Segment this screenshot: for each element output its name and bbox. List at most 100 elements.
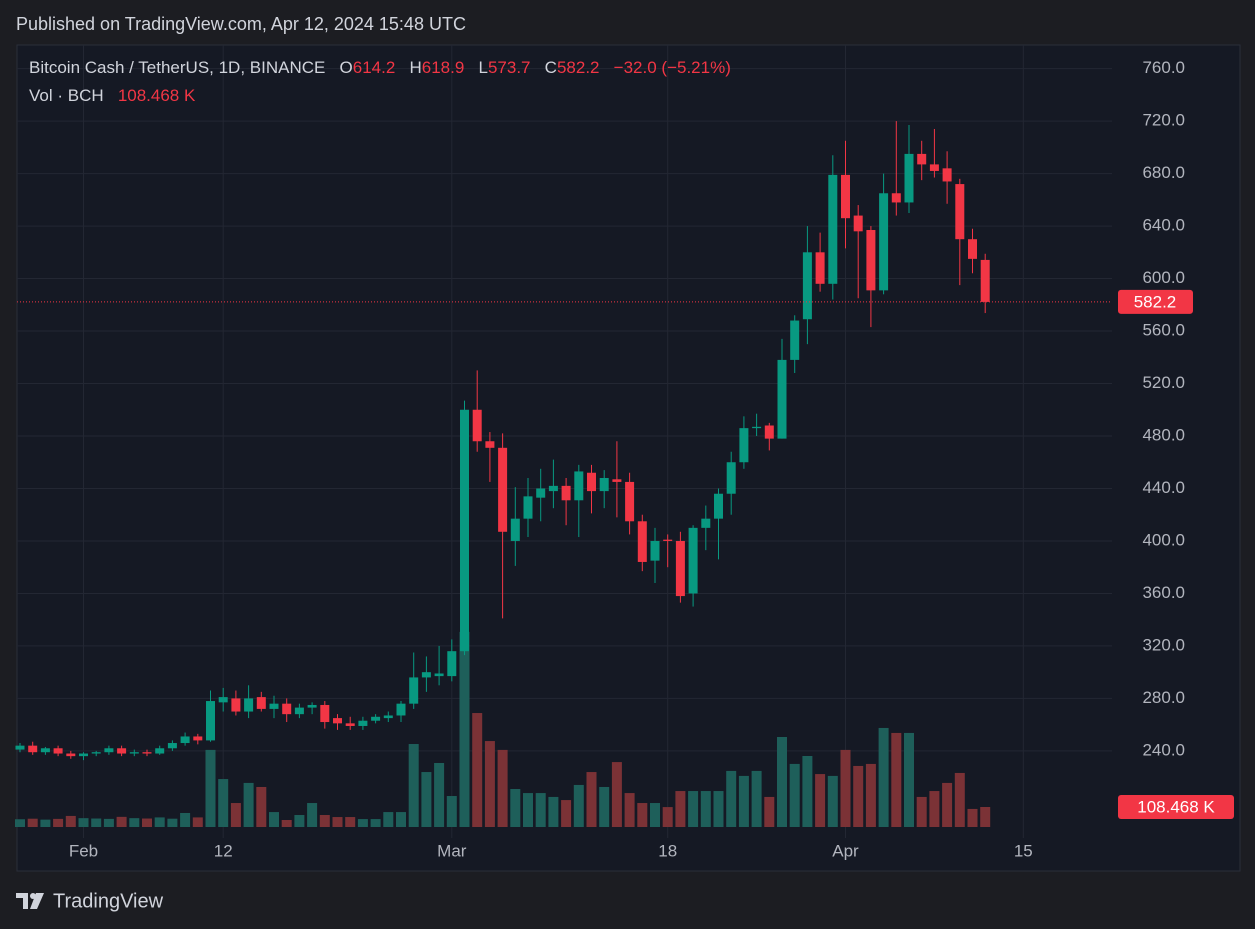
candle-body bbox=[28, 745, 38, 753]
volume-bar bbox=[929, 791, 940, 827]
candle-body bbox=[510, 518, 520, 541]
volume-bar bbox=[586, 772, 597, 827]
volume-bar bbox=[205, 749, 216, 827]
volume-bar bbox=[815, 774, 826, 827]
labels: 240.0 280.0 320.0 360.0 400.0 440.0 480.0 520.0… bbox=[69, 58, 1234, 860]
y-tick-label: 760.0 bbox=[1142, 58, 1185, 77]
volume-bar bbox=[142, 818, 152, 827]
volume-bar bbox=[573, 784, 584, 827]
grid bbox=[17, 45, 1112, 838]
candle-body bbox=[650, 540, 660, 561]
legend-change: −32.0 (−5.21%) bbox=[613, 58, 731, 77]
candle-body bbox=[472, 409, 482, 442]
chart-panel bbox=[16, 44, 1241, 872]
candle-body bbox=[409, 677, 419, 704]
x-tick-label: 15 bbox=[1014, 841, 1033, 860]
candle-body bbox=[904, 153, 914, 203]
candle-body bbox=[434, 673, 444, 677]
y-tick-label: 560.0 bbox=[1142, 321, 1185, 340]
candle-body bbox=[968, 239, 977, 259]
volume-bar bbox=[713, 791, 724, 827]
volume-bar bbox=[91, 818, 102, 827]
candle-body bbox=[701, 518, 711, 528]
volume-bar bbox=[459, 631, 470, 827]
volume-bar bbox=[396, 812, 406, 827]
x-tick-label: 12 bbox=[214, 841, 233, 860]
y-tick-label: 480.0 bbox=[1142, 425, 1185, 444]
candle-body bbox=[891, 193, 901, 203]
candle-body bbox=[536, 488, 546, 498]
candle-body bbox=[561, 485, 571, 501]
candle-body bbox=[345, 723, 355, 726]
volume-bar bbox=[802, 755, 813, 827]
volume-bar bbox=[243, 782, 254, 827]
candle-body bbox=[129, 752, 139, 754]
candle-body bbox=[714, 493, 723, 519]
volume-bar bbox=[942, 782, 953, 827]
volume-value: 108.468 K bbox=[117, 86, 196, 105]
candle-body bbox=[91, 752, 101, 754]
y-tick-label: 640.0 bbox=[1142, 216, 1185, 235]
y-tick-label: 440.0 bbox=[1142, 478, 1185, 497]
volume-bar bbox=[865, 763, 876, 827]
volume-bar bbox=[345, 817, 356, 827]
volume-bar bbox=[472, 713, 483, 827]
price-tag-label: 582.2 bbox=[1134, 292, 1177, 311]
candle-body bbox=[396, 703, 406, 716]
candle-body bbox=[447, 651, 457, 677]
candle-body bbox=[739, 428, 749, 463]
volume-bar bbox=[561, 800, 572, 827]
candle-body bbox=[752, 426, 762, 429]
volume-tag-label: 108.468 K bbox=[1137, 797, 1215, 816]
volume-bar bbox=[751, 770, 762, 827]
volume-bar bbox=[180, 812, 191, 827]
legend-letter: H bbox=[409, 58, 422, 77]
volume-bar bbox=[116, 816, 127, 827]
volume-bar bbox=[904, 732, 914, 827]
candle-body bbox=[320, 704, 330, 723]
candle-body bbox=[460, 409, 469, 652]
volume-bar bbox=[294, 815, 305, 827]
volume-bar bbox=[738, 775, 749, 827]
y-tick-label: 680.0 bbox=[1142, 163, 1185, 182]
candle-body bbox=[523, 496, 533, 519]
logo-mark bbox=[16, 893, 28, 909]
candle-body bbox=[485, 441, 495, 448]
candle-body bbox=[421, 672, 431, 678]
candle-body bbox=[104, 748, 114, 753]
candle-body bbox=[180, 736, 190, 744]
volume-bar bbox=[548, 796, 559, 827]
candle-body bbox=[790, 320, 800, 360]
x-tick-label: Mar bbox=[437, 841, 467, 860]
candle-body bbox=[193, 736, 203, 741]
volume-bar bbox=[307, 803, 318, 827]
candle-body bbox=[15, 745, 25, 750]
volume-bar bbox=[599, 786, 610, 827]
volume-bar bbox=[624, 793, 635, 827]
candle-body bbox=[764, 425, 774, 439]
volume-bar bbox=[535, 793, 546, 827]
volume-tag bbox=[1118, 794, 1234, 819]
legend-volume: Vol · BCH 108.468 K bbox=[29, 86, 195, 106]
candle-body bbox=[206, 701, 215, 741]
publisher-line: Published on TradingView.com, Apr 12, 20… bbox=[16, 14, 466, 34]
legend-letter: L bbox=[478, 58, 488, 77]
legend-close: 582.2 bbox=[556, 58, 600, 77]
volume-bar bbox=[650, 803, 660, 827]
candle-body bbox=[244, 698, 254, 712]
candle-body bbox=[574, 471, 584, 501]
volume-bar bbox=[230, 803, 241, 827]
volume-bar bbox=[408, 744, 419, 827]
candle-body bbox=[117, 748, 127, 754]
volume-bar bbox=[421, 772, 432, 827]
candle-body bbox=[269, 703, 279, 709]
volume-bar bbox=[954, 772, 965, 827]
volume-bar bbox=[510, 789, 521, 827]
candle-body bbox=[333, 718, 342, 724]
volume-bar bbox=[65, 815, 76, 827]
candle-body bbox=[828, 174, 838, 284]
volume-bar bbox=[434, 763, 445, 827]
volume-bar bbox=[980, 806, 991, 827]
logo-mark bbox=[30, 893, 44, 909]
candle-body bbox=[853, 215, 863, 232]
